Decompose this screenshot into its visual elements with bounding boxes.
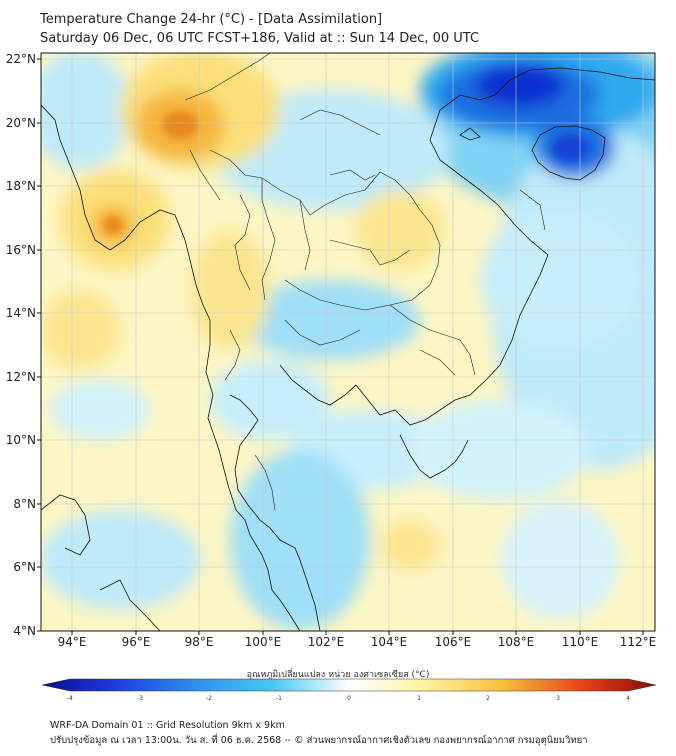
lon-label: 104°E xyxy=(371,635,408,649)
lon-label: 112°E xyxy=(620,635,657,649)
longitude-labels: 94°E 96°E 98°E 100°E 102°E 104°E 106°E 1… xyxy=(58,635,657,649)
country-borders xyxy=(184,53,546,511)
lat-label: 18°N xyxy=(6,179,36,193)
colorbar-tick: 3 xyxy=(556,695,560,702)
lat-label: 8°N xyxy=(13,497,36,511)
footer-model-info: WRF-DA Domain 01 :: Grid Resolution 9km … xyxy=(50,720,285,731)
lat-label: 14°N xyxy=(6,306,36,320)
colorbar-tick: -2 xyxy=(206,695,212,702)
colorbar: -4 -3 -2 -1 0 1 2 3 4 xyxy=(41,678,657,702)
lat-label: 22°N xyxy=(6,52,36,66)
lat-label: 12°N xyxy=(6,370,36,384)
footer-update-info: ปรับปรุงข้อมูล ณ เวลา 13:00น. วัน ส. ที่… xyxy=(50,735,588,746)
lat-label: 6°N xyxy=(13,560,36,574)
colorbar-ticks: -4 -3 -2 -1 0 1 2 3 4 xyxy=(67,695,630,702)
colorbar-tick: -4 xyxy=(67,695,73,702)
map-frame xyxy=(40,52,656,632)
lon-label: 100°E xyxy=(245,635,282,649)
colorbar-title: อุณหภูมิเปลี่ยนแปลง หน่วย องศาเซลเซียส (… xyxy=(246,670,430,680)
latitude-labels: 22°N 20°N 18°N 16°N 14°N 12°N 10°N 8°N 6… xyxy=(6,52,36,638)
temperature-map: 22°N 20°N 18°N 16°N 14°N 12°N 10°N 8°N 6… xyxy=(6,52,657,649)
lat-label: 4°N xyxy=(13,624,36,638)
lon-label: 102°E xyxy=(308,635,345,649)
colorbar-tick: 2 xyxy=(486,695,490,702)
lon-label: 108°E xyxy=(498,635,535,649)
lon-label: 94°E xyxy=(58,635,87,649)
grid-lines xyxy=(41,53,655,631)
colorbar-tick: -3 xyxy=(137,695,143,702)
lon-label: 106°E xyxy=(435,635,472,649)
lon-label: 96°E xyxy=(122,635,151,649)
axis-ticks xyxy=(37,58,644,635)
map-title: Temperature Change 24-hr (°C) - [Data As… xyxy=(40,12,383,27)
colorbar-tick: 4 xyxy=(626,695,630,702)
colorbar-tick: 0 xyxy=(347,695,351,702)
lon-label: 98°E xyxy=(185,635,214,649)
colorbar-tick: 1 xyxy=(417,695,421,702)
lat-label: 10°N xyxy=(6,433,36,447)
colorbar-tick: -1 xyxy=(276,695,282,702)
temperature-field xyxy=(41,53,655,631)
colorbar-gradient xyxy=(41,678,657,692)
lat-label: 16°N xyxy=(6,243,36,257)
lat-label: 20°N xyxy=(6,116,36,130)
lon-label: 110°E xyxy=(562,635,599,649)
coastlines xyxy=(41,67,655,631)
map-subtitle: Saturday 06 Dec, 06 UTC FCST+186, Valid … xyxy=(40,31,480,46)
